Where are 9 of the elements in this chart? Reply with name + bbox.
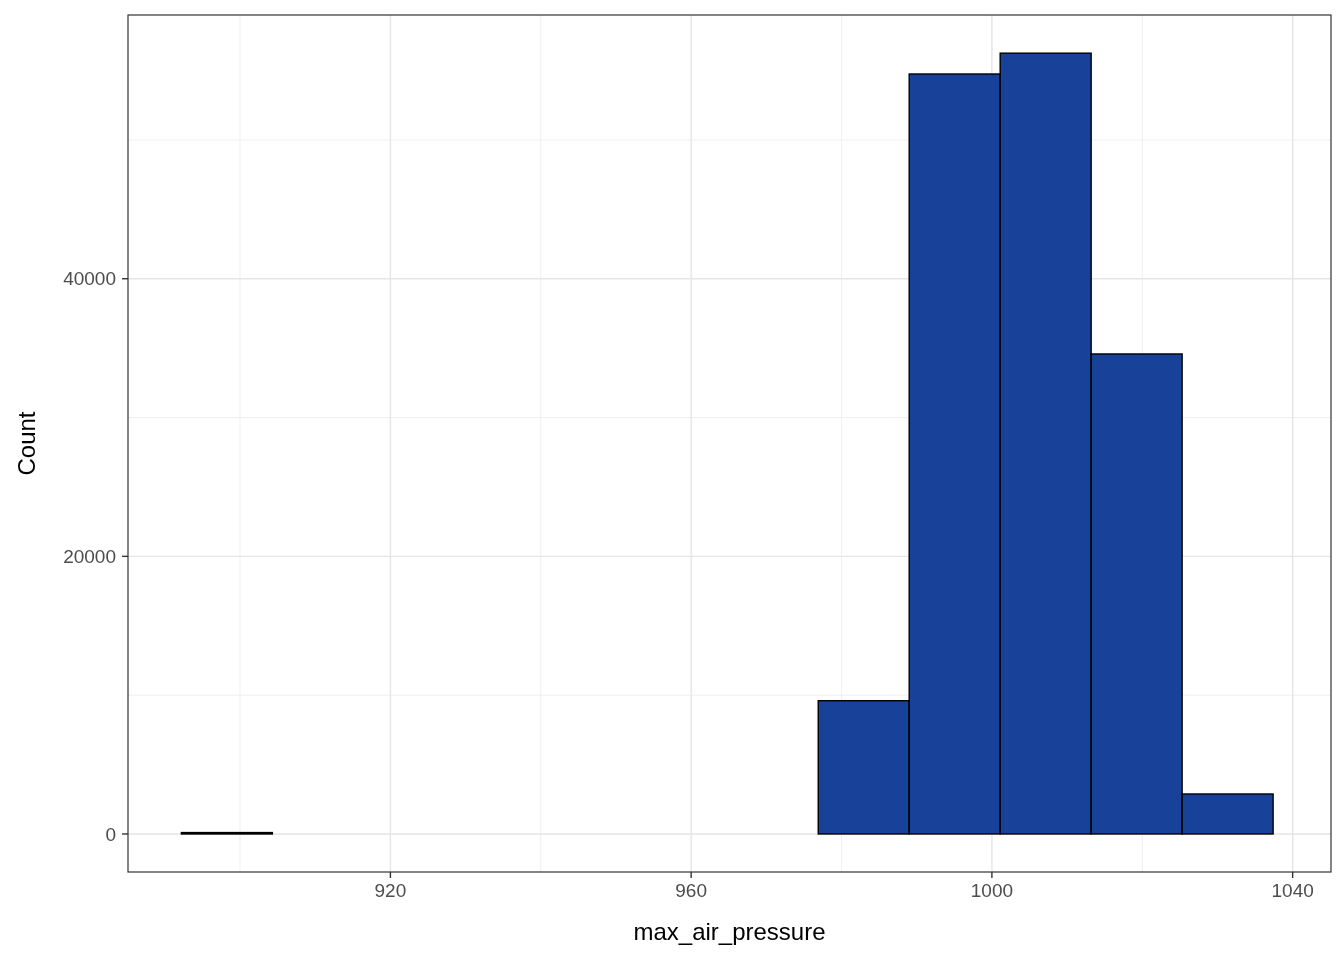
x-tick-label: 960	[675, 880, 708, 901]
y-tick-label: 40000	[63, 268, 116, 290]
x-tick-label: 1040	[1271, 880, 1314, 901]
x-tick-label: 920	[374, 880, 407, 901]
x-axis-title: max_air_pressure	[633, 918, 826, 945]
y-axis-title: Count	[13, 411, 40, 476]
x-tick-label: 1000	[970, 880, 1014, 901]
y-tick-label: 0	[105, 823, 116, 845]
y-tick-label: 20000	[63, 546, 116, 567]
